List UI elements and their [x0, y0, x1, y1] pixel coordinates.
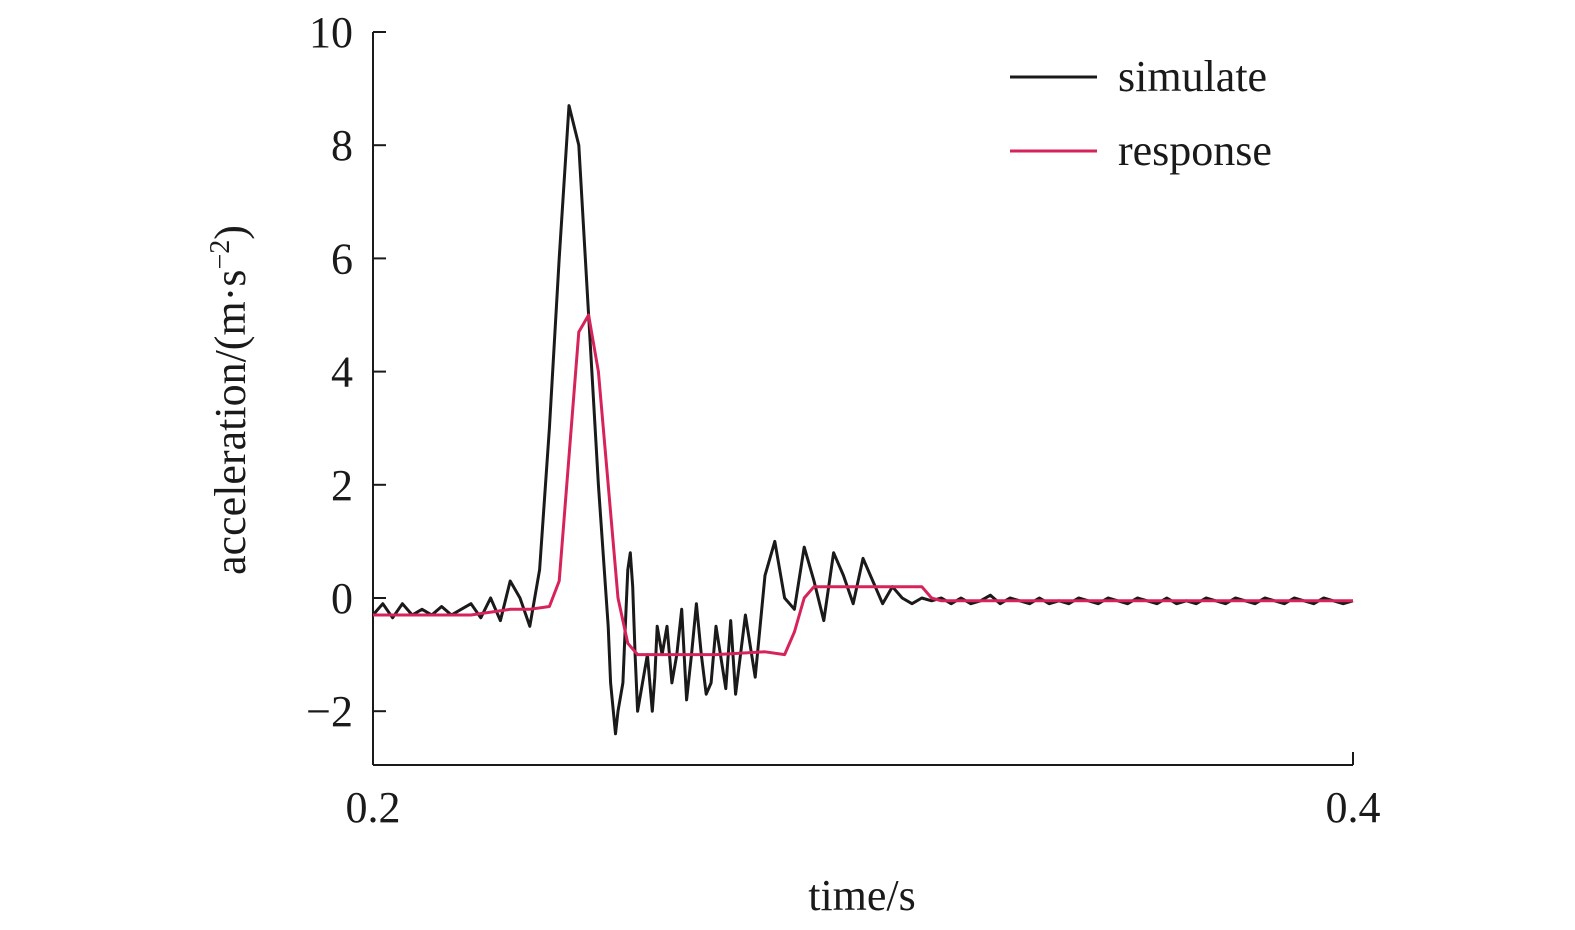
y-tick-label: 10	[309, 8, 353, 57]
tick-marks	[372, 31, 1354, 765]
x-tick-label: 0.4	[1326, 783, 1381, 832]
series-line-response	[373, 313, 1353, 657]
y-tick-label: 4	[331, 348, 353, 397]
series-line-simulate	[371, 104, 1354, 736]
x-tick-label: 0.2	[346, 783, 401, 832]
legend-label-response: response	[1118, 126, 1272, 175]
legend-label-simulate: simulate	[1118, 52, 1267, 101]
y-axis-title-prefix: acceleration/(m·s	[206, 270, 255, 575]
y-tick-label: 8	[331, 121, 353, 170]
y-axis-title-exponent: −2	[205, 240, 236, 270]
y-tick-label: 0	[331, 574, 353, 623]
axes	[372, 32, 1353, 766]
x-axis-title: time/s	[808, 871, 916, 920]
y-tick-label: 2	[331, 461, 353, 510]
y-axis-title: acceleration/(m·s−2)	[205, 225, 255, 575]
y-tick-label: 6	[331, 234, 353, 283]
y-axis-title-suffix: )	[206, 225, 255, 240]
series-layer	[371, 104, 1354, 736]
legend: simulate response	[1010, 52, 1272, 175]
y-tick-label: −2	[306, 687, 353, 736]
tick-labels: −2 0 2 4 6 8 10 0.2 0.4	[306, 8, 1380, 832]
